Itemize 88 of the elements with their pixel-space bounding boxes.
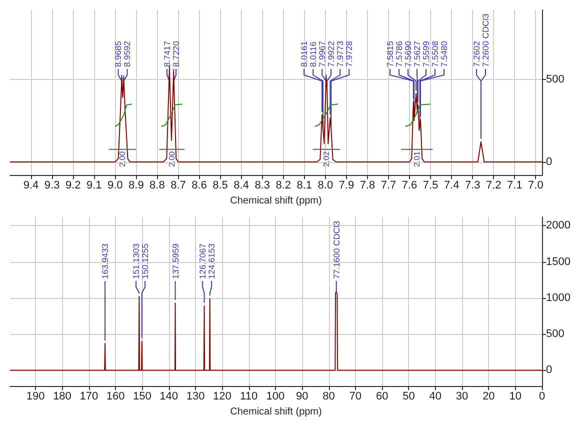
x-tick-label: 8.2 [276,180,292,192]
x-tick-label: 7.1 [507,180,522,192]
x-tick-label: 80 [322,390,335,403]
x-tick-label: 7.9 [338,180,354,192]
annotation: 7.5508 [430,40,440,67]
x-tick-label: 8.7 [170,180,186,192]
x-tick-label: 8.6 [192,180,207,192]
annotation: 126.7067 [198,243,208,279]
annotation: 150.1255 [140,243,150,279]
annotation: 124.6153 [206,243,217,279]
annotation: 7.5480 [439,40,450,67]
x-tick-label: 10 [509,390,522,403]
annotation: 7.9728 [344,40,354,67]
annotation: 8.0116 [308,41,318,67]
x-tick-label: 7.6 [402,180,418,192]
x-tick-label: 8.1 [296,180,312,192]
x-tick-label: 8.8 [150,180,165,192]
x-tick-label: 7.5 [422,180,438,192]
x-tick-label: 130 [186,390,205,403]
x-tick-label: 90 [296,390,308,403]
y-tick-label: 1000 [546,292,570,304]
line-series [404,104,432,127]
y-tick-label: 1500 [546,256,570,268]
x-tick-label: 40 [429,390,442,403]
x-tick-label: 7.7 [380,180,396,192]
x-tick-label: 140 [160,390,178,403]
x-tick-label: 50 [402,390,415,403]
line-series [114,104,132,127]
x-tick-label: 8.3 [254,180,270,192]
annotation: 7.5690 [403,40,414,67]
x-tick-label: 7.4 [444,180,460,192]
annotation: 8.7220 [171,40,182,67]
x-tick-label: 8.5 [212,180,228,192]
annotation: 7.5815 [385,40,396,67]
annotation: 7.5786 [394,40,404,67]
annotation: 2.02 [322,150,331,167]
x-tick-label: 110 [240,390,258,403]
annotation: 7.5627 [412,40,422,67]
line-series [160,104,183,127]
x-tick-label: 9.1 [86,180,102,192]
x-tick-label: 100 [266,390,285,403]
y-tick-label: 500 [546,73,564,86]
y-tick-label: 500 [546,328,564,340]
x-tick-label: 190 [26,390,45,403]
y-tick-label: 2000 [546,220,570,232]
x-tick-label: 7.0 [528,180,544,192]
x-tick-label: 9.3 [44,180,60,192]
x-tick-label: 150 [133,390,152,403]
y-tick-label: 0 [546,156,552,168]
annotation: 2.01 [412,150,422,167]
x-tick-label: 120 [212,390,232,403]
x-tick-label: 9.2 [65,180,81,192]
annotation: 8.7417 [162,40,172,67]
annotation: 7.9773 [335,40,346,67]
x-tick-label: 180 [53,390,72,403]
x-tick-label: 9.0 [107,180,123,192]
x-tick-label: 9.4 [23,180,39,192]
annotation: 7.9922 [326,40,336,67]
x-tick-label: 8.9 [128,180,144,192]
annotation: 8.0161 [299,40,310,67]
x-tick-label: 60 [376,390,388,403]
x-tick-label: 8.0 [318,180,334,192]
annotation: 7.5599 [421,40,432,67]
annotation: 137.5959 [170,243,180,279]
x-tick-label: 7.8 [360,180,376,192]
annotation: 163.9433 [100,243,110,279]
annotation: 7.2600 CDCl3 [480,13,490,67]
annotation: 7.9967 [317,40,328,67]
x-tick-label: 160 [106,390,125,403]
annotation: 7.2602 [472,40,482,67]
annotation: 77.1600 CDCl3 [331,220,342,279]
x-axis-title: Chemical shift (ppm) [230,196,322,206]
line-series [314,104,339,127]
line-series [10,292,542,371]
x-tick-label: 30 [456,390,468,403]
x-tick-label: 70 [349,390,362,403]
annotation: 2.00 [118,150,127,167]
y-tick-label: 0 [546,364,552,376]
x-axis-title: Chemical shift (ppm) [230,406,322,418]
annotation: 8.9685 [113,40,124,67]
annotation: 151.1303 [131,243,142,279]
annotation: 8.9592 [122,40,132,67]
annotation: 2.00 [167,150,176,167]
x-tick-label: 8.4 [234,180,249,192]
x-tick-label: 7.2 [486,180,502,192]
x-tick-label: 20 [482,390,495,403]
x-tick-label: 7.3 [464,180,480,192]
x-tick-label: 170 [80,390,98,403]
